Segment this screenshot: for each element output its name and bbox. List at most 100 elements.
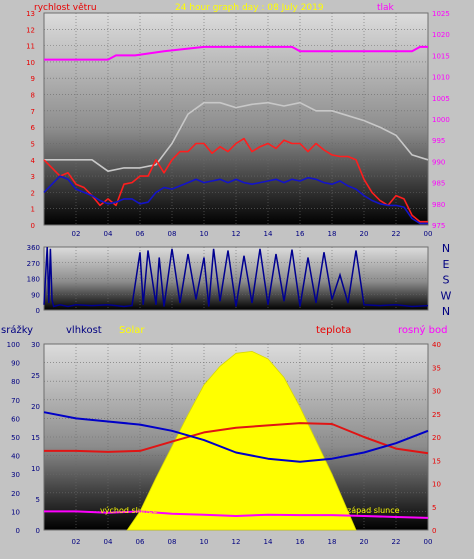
sunset-annotation: západ slunce — [347, 506, 400, 515]
pressure-axis-tick: 1015 — [432, 52, 450, 60]
series-vlhkost — [43, 411, 429, 463]
pressure-axis-tick: 985 — [432, 180, 445, 188]
time-axis-tick: 02 — [72, 538, 81, 546]
pressure-axis-tick: 1000 — [432, 116, 450, 124]
series-avg — [43, 175, 428, 225]
time-axis-tick: 16 — [296, 230, 305, 238]
pressure-axis-tick: 1010 — [432, 74, 450, 82]
temperature-axis-tick: 20 — [432, 434, 441, 442]
wind-axis-tick: 3 — [31, 173, 35, 181]
temperature-axis-tick: 0 — [432, 527, 436, 535]
temperature-axis-tick: 35 — [432, 364, 441, 372]
time-axis-tick: 18 — [328, 230, 337, 238]
time-axis-tick: 02 — [72, 230, 81, 238]
wind-axis-tick: 0 — [31, 222, 35, 230]
dew-point-label: rosný bod — [398, 324, 447, 336]
time-axis-tick: 10 — [200, 538, 209, 546]
humidity-axis-tick: 0 — [36, 527, 40, 535]
humidity-axis-tick: 10 — [31, 465, 40, 473]
temperature-axis-tick: 40 — [432, 341, 441, 349]
compass-label: W — [441, 289, 452, 302]
time-axis-tick: 06 — [136, 230, 145, 238]
wind-axis-tick: 5 — [31, 140, 35, 148]
rain-axis-tick: 20 — [11, 490, 20, 498]
pressure-axis-tick: 975 — [432, 222, 445, 230]
rain-axis-tick: 70 — [11, 397, 20, 405]
humidity-axis-tick: 20 — [31, 403, 40, 411]
wind-axis-tick: 1 — [31, 206, 35, 214]
time-axis-tick: 06 — [136, 538, 145, 546]
rain-axis-tick: 40 — [11, 453, 20, 461]
series-wind-direction — [43, 246, 429, 308]
wind-axis-tick: 13 — [26, 10, 35, 18]
wind-axis-tick: 6 — [31, 124, 36, 132]
wind-axis-tick: 4 — [31, 157, 36, 165]
rain-axis-tick: 90 — [11, 360, 20, 368]
series-rosný-bod — [44, 510, 429, 519]
time-axis-tick: 20 — [360, 538, 369, 546]
direction-axis-tick: 270 — [27, 260, 40, 268]
rain-axis-tick: 10 — [11, 508, 20, 516]
pressure-axis-tick: 1005 — [432, 95, 450, 103]
pressure-axis-tick: 1025 — [432, 10, 450, 18]
compass-label: E — [443, 258, 450, 271]
direction-axis-tick: 180 — [27, 276, 40, 284]
time-axis-tick: 16 — [296, 538, 305, 546]
sunrise-annotation: východ slunce — [100, 506, 157, 515]
wind-speed-label: rychlost větru — [34, 3, 97, 13]
series-teplota — [44, 422, 429, 455]
compass-label: S — [443, 274, 450, 287]
chart-title: 24 hour graph day : 08 July 2019 — [175, 3, 324, 13]
rain-axis-tick: 80 — [11, 378, 20, 386]
compass-label: N — [442, 305, 450, 318]
solar-label: Solar — [119, 325, 145, 336]
rain-label: srážky — [1, 324, 33, 336]
temperature-axis-tick: 5 — [432, 504, 436, 512]
pressure-axis-tick: 995 — [432, 137, 445, 145]
temperature-axis-tick: 10 — [432, 481, 441, 489]
humidity-label: vlhkost — [66, 325, 102, 336]
temperature-label: teplota — [316, 325, 351, 336]
rain-axis-tick: 0 — [16, 527, 20, 535]
series-tlak — [44, 45, 428, 61]
humidity-axis-tick: 5 — [36, 496, 40, 504]
rain-axis-tick: 60 — [11, 415, 20, 423]
rain-axis-tick: 50 — [11, 434, 20, 442]
time-axis-tick: 04 — [104, 538, 113, 546]
time-axis-tick: 08 — [168, 538, 177, 546]
time-axis-tick: 22 — [392, 230, 401, 238]
time-axis-tick: 18 — [328, 538, 337, 546]
wind-axis-tick: 7 — [31, 108, 35, 116]
pressure-axis-tick: 1020 — [432, 31, 450, 39]
time-axis-tick: 12 — [232, 230, 241, 238]
time-axis-tick: 14 — [264, 230, 273, 238]
temperature-axis-tick: 25 — [432, 411, 441, 419]
time-axis-tick: 00 — [424, 538, 433, 546]
wind-axis-tick: 11 — [26, 43, 35, 51]
time-axis-tick: 14 — [264, 538, 273, 546]
series-gust — [44, 101, 429, 172]
humidity-axis-tick: 15 — [31, 434, 40, 442]
compass-label: N — [442, 242, 450, 255]
series-solar — [126, 350, 357, 531]
humidity-axis-tick: 25 — [31, 372, 40, 380]
time-axis-tick: 00 — [424, 230, 433, 238]
wind-axis-tick: 8 — [31, 92, 35, 100]
direction-axis-tick: 90 — [31, 291, 40, 299]
temperature-axis-tick: 30 — [432, 388, 441, 396]
rain-axis-tick: 100 — [7, 341, 20, 349]
series-wind — [43, 137, 428, 223]
time-axis-tick: 08 — [168, 230, 177, 238]
time-axis-tick: 12 — [232, 538, 241, 546]
pressure-axis-tick: 990 — [432, 158, 445, 166]
pressure-label: tlak — [377, 3, 395, 13]
direction-axis-tick: 360 — [27, 244, 40, 252]
direction-axis-tick: 0 — [36, 307, 40, 315]
wind-axis-tick: 9 — [31, 75, 35, 83]
rain-axis-tick: 30 — [11, 471, 20, 479]
time-axis-tick: 22 — [392, 538, 401, 546]
temperature-axis-tick: 15 — [432, 457, 441, 465]
pressure-axis-tick: 980 — [432, 201, 445, 209]
humidity-axis-tick: 30 — [31, 341, 40, 349]
